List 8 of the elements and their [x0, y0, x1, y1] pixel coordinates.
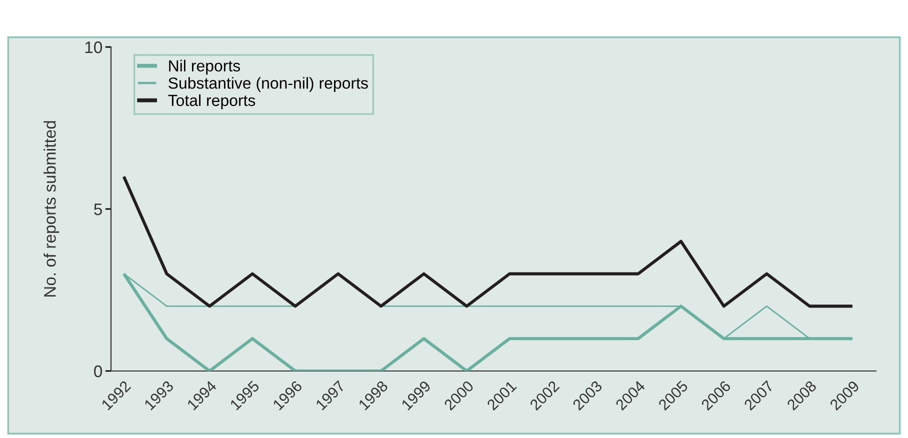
y-tick-label: 5: [94, 204, 102, 216]
line-series: [122, 175, 854, 308]
legend-label: Substantive (non-nil) reports: [168, 77, 368, 92]
y-tick-label: 10: [85, 41, 102, 54]
y-axis-title: No. of reports submitted: [44, 121, 60, 297]
legend-label: Total reports: [168, 94, 256, 110]
y-tick-label: 0: [94, 365, 102, 378]
legend-label: Nil reports: [169, 60, 240, 75]
